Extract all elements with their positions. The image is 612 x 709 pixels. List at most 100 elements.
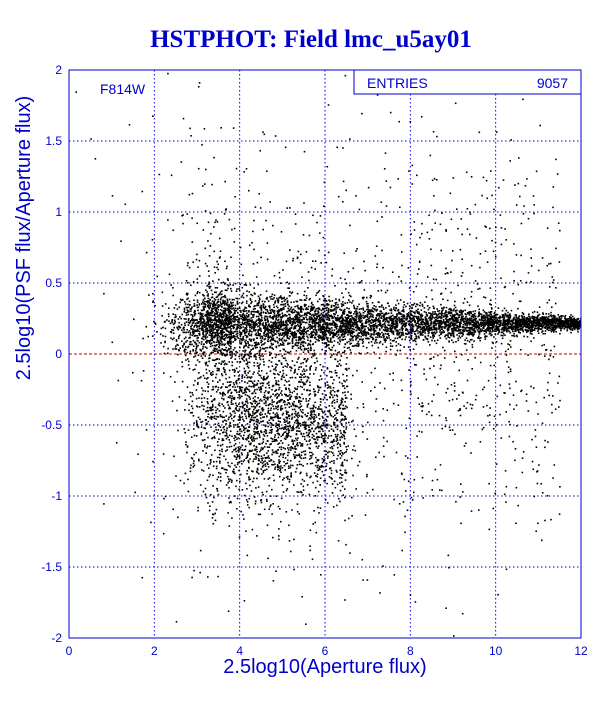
- data-point: [246, 324, 248, 327]
- data-point: [375, 336, 377, 339]
- data-point: [553, 331, 555, 333]
- data-point: [529, 329, 532, 332]
- data-point: [569, 328, 572, 331]
- data-point: [277, 316, 279, 318]
- data-point: [437, 310, 439, 312]
- data-point: [308, 312, 310, 314]
- data-point: [444, 321, 446, 323]
- data-point: [482, 324, 485, 327]
- data-point: [446, 328, 449, 331]
- data-point: [164, 340, 166, 343]
- data-point: [390, 312, 393, 314]
- data-point: [324, 323, 327, 326]
- data-point: [284, 305, 287, 307]
- data-point: [533, 310, 536, 313]
- data-point: [355, 329, 358, 332]
- data-point: [172, 348, 174, 350]
- data-point: [460, 312, 463, 314]
- data-point: [355, 322, 358, 324]
- data-point: [518, 323, 520, 326]
- data-point: [408, 307, 411, 310]
- data-point: [224, 318, 227, 321]
- data-point: [547, 313, 550, 315]
- data-point: [435, 313, 438, 316]
- data-point: [270, 308, 273, 311]
- data-point: [220, 351, 222, 354]
- data-point: [302, 316, 305, 319]
- data-point: [189, 336, 191, 339]
- data-point: [204, 305, 206, 308]
- data-point: [208, 360, 210, 363]
- data-point: [235, 316, 237, 318]
- data-point: [305, 295, 308, 297]
- data-point: [362, 309, 365, 311]
- data-point: [428, 329, 431, 331]
- data-point: [289, 327, 292, 330]
- data-point: [478, 331, 481, 334]
- data-point: [330, 331, 332, 333]
- data-point: [447, 332, 449, 335]
- data-point: [410, 338, 413, 340]
- data-point: [420, 318, 423, 321]
- data-point: [328, 347, 330, 349]
- data-point: [234, 330, 237, 333]
- data-point: [219, 320, 221, 323]
- data-point: [209, 339, 212, 341]
- data-point: [303, 294, 305, 297]
- data-point: [396, 299, 399, 302]
- data-point: [525, 326, 527, 329]
- data-point: [216, 339, 219, 341]
- data-point: [448, 324, 451, 327]
- data-point: [538, 320, 541, 322]
- data-point: [480, 328, 482, 330]
- data-point: [541, 318, 543, 320]
- data-point: [370, 309, 373, 311]
- data-point: [327, 337, 329, 339]
- data-point: [547, 323, 550, 325]
- data-point: [473, 318, 476, 321]
- data-point: [483, 314, 485, 317]
- data-point: [201, 301, 204, 303]
- data-point: [517, 321, 520, 323]
- data-point: [279, 350, 281, 352]
- data-point: [491, 324, 494, 327]
- data-point: [212, 351, 214, 354]
- data-point: [214, 306, 216, 309]
- data-point: [284, 365, 287, 367]
- data-point: [235, 323, 237, 326]
- data-point: [207, 297, 210, 300]
- data-point: [212, 341, 215, 343]
- data-point: [505, 328, 508, 331]
- data-point: [266, 296, 268, 299]
- data-point: [323, 328, 326, 330]
- data-point: [449, 311, 452, 314]
- data-point: [250, 334, 253, 337]
- data-point: [284, 330, 287, 333]
- data-point: [444, 312, 447, 314]
- data-point: [183, 342, 185, 345]
- data-point: [412, 316, 415, 318]
- data-point: [276, 314, 278, 316]
- data-point: [392, 333, 395, 336]
- data-point: [362, 325, 364, 328]
- data-point: [421, 320, 424, 322]
- data-point: [422, 331, 424, 334]
- data-point: [216, 343, 218, 346]
- data-point: [172, 323, 175, 325]
- data-point: [280, 318, 282, 321]
- data-point: [299, 327, 301, 329]
- data-point: [201, 317, 203, 320]
- data-point: [373, 307, 375, 310]
- data-point: [536, 322, 539, 324]
- data-point: [224, 296, 226, 298]
- data-point: [535, 327, 538, 330]
- data-point: [272, 337, 275, 340]
- data-point: [239, 338, 242, 340]
- chart-title: HSTPHOT: Field lmc_u5ay01: [150, 26, 472, 53]
- data-point: [213, 344, 216, 347]
- data-point: [484, 324, 487, 327]
- data-point: [221, 335, 224, 338]
- data-point: [272, 317, 274, 319]
- data-point: [201, 321, 203, 323]
- data-point: [456, 309, 458, 312]
